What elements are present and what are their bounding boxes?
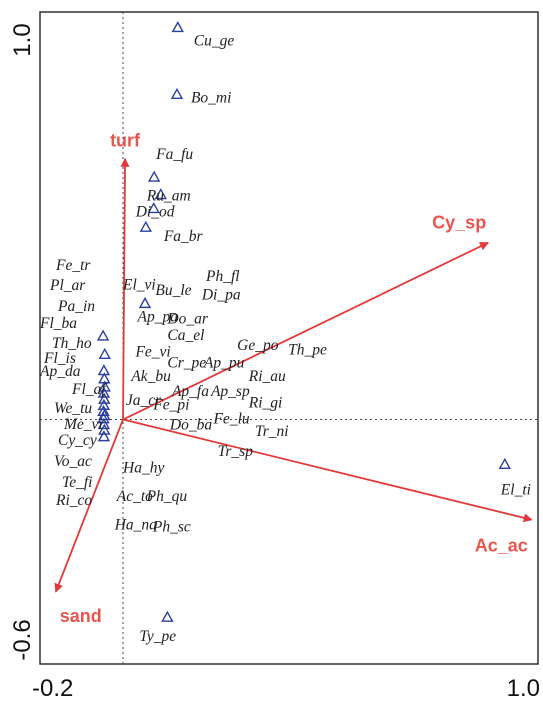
vector-label-sand: sand <box>60 606 102 626</box>
species-label-ap-da: Ap_da <box>39 363 81 380</box>
species-label-do-ar: Do_ar <box>166 311 208 328</box>
species-marker-th-ho <box>97 386 111 398</box>
species-marker-cu-ge <box>171 21 184 33</box>
species-marker-fl-ba <box>96 329 110 341</box>
species-marker-pa-in <box>98 392 111 404</box>
species-label-ph-qu: Ph_qu <box>146 488 188 505</box>
species-label-bu-le: Bu_le <box>155 282 191 299</box>
species-marker-di-od <box>147 201 160 214</box>
species-marker-ty-pe <box>161 610 174 622</box>
species-label-ha-na: Ha_na <box>114 517 157 534</box>
species-label-we-tu: We_tu <box>54 400 92 417</box>
species-marker-te-fi <box>97 430 111 442</box>
species-label-fa-fu: Fa_fu <box>155 146 193 163</box>
species-label-th-ho: Th_ho <box>52 335 92 352</box>
species-label-vo-ac: Vo_ac <box>54 453 92 470</box>
species-marker-me-vi <box>97 412 110 424</box>
vector-label-turf: turf <box>110 131 141 151</box>
species-label-cy-cy: Cy_cy <box>58 432 97 449</box>
species-label-ap-fa: Ap_fa <box>171 383 209 400</box>
species-marker-fe-tr <box>97 404 110 417</box>
species-label-tr-sp: Tr_sp <box>218 443 254 460</box>
species-marker-fa-fu <box>147 170 161 182</box>
species-label-ri-au: Ri_au <box>248 368 286 385</box>
y-tick-min: -0.6 <box>9 619 36 660</box>
vector-label-ac-ac: Ac_ac <box>475 536 528 556</box>
vector-cy-sp <box>122 241 490 421</box>
vector-turf <box>120 157 130 420</box>
species-label-fl-af: Fl_af <box>71 381 108 398</box>
species-points <box>96 21 511 622</box>
species-marker-ri-co <box>98 408 111 421</box>
species-marker-ap-da <box>98 347 111 359</box>
species-label-ap-pu: Ap_pu <box>203 355 245 372</box>
species-label-ri-co: Ri_co <box>55 492 92 509</box>
species-label-fl-ba: Fl_ba <box>39 315 77 332</box>
species-label-fe-pi: Fe_pi <box>152 396 189 413</box>
y-tick-max: 1.0 <box>9 23 36 56</box>
species-marker-bo-mi <box>170 87 184 100</box>
species-label-do-ba: Do_ba <box>169 417 212 434</box>
species-label-el-vi: El_vi <box>122 276 156 293</box>
species-label-bo-mi: Bo_mi <box>191 89 231 106</box>
species-label-fl-is: Fl_is <box>43 350 76 367</box>
species-label-ru-am: Ru_am <box>146 188 191 205</box>
species-marker-ru-am <box>154 188 167 200</box>
species-label-di-pa: Di_pa <box>201 286 241 303</box>
vector-label-cy-sp: Cy_sp <box>432 213 486 233</box>
species-label-ap-sp: Ap_sp <box>210 383 250 400</box>
species-label-ac-to: Ac_to <box>116 488 153 505</box>
species-label-ca-el: Ca_el <box>167 327 204 344</box>
species-label-fa-br: Fa_br <box>163 228 204 245</box>
species-label-me-vi: Me_vi <box>63 416 103 433</box>
species-label-fe-tr: Fe_tr <box>55 257 91 274</box>
x-tick-max: 1.0 <box>507 675 540 702</box>
species-label-pa-in: Pa_in <box>57 298 95 315</box>
species-label-ph-sc: Ph_sc <box>152 519 191 536</box>
species-marker-cy-cy <box>97 417 111 430</box>
species-label-ty-pe: Ty_pe <box>139 628 176 645</box>
plot-frame <box>39 11 539 665</box>
species-marker-el-vi <box>138 296 152 309</box>
species-label-pl-ar: Pl_ar <box>49 277 86 294</box>
species-label-ge-po: Ge_po <box>237 337 279 354</box>
x-tick-min: -0.2 <box>32 675 73 702</box>
species-marker-vo-ac <box>98 423 111 435</box>
species-label-te-fi: Te_fi <box>62 474 92 491</box>
species-label-di-od: Di_od <box>135 203 175 220</box>
species-label-ap-pa: Ap_pa <box>137 309 179 326</box>
species-marker-pl-ar <box>97 398 111 410</box>
species-label-fe-vi: Fe_vi <box>134 343 170 360</box>
species-label-ha-hy: Ha_hy <box>122 459 164 476</box>
species-label-ph-fl: Ph_fl <box>205 268 240 285</box>
species-label-cu-ge: Cu_ge <box>194 32 235 49</box>
vector-ac-ac <box>122 418 533 523</box>
species-marker-fa-br <box>139 220 153 232</box>
species-marker-el-ti <box>498 457 511 470</box>
species-label-fe-lu: Fe_lu <box>212 411 249 428</box>
species-label-el-ti: El_ti <box>500 481 531 498</box>
species-label-tr-ni: Tr_ni <box>255 423 289 440</box>
vector-sand <box>54 419 124 593</box>
species-label-cr-pe: Cr_pe <box>167 355 206 372</box>
species-label-th-pe: Th_pe <box>288 341 327 358</box>
species-label-ak-bu: Ak_bu <box>130 368 171 385</box>
species-label-ja-cr: Ja_cr <box>126 392 162 409</box>
species-label-ri-gi: Ri_gi <box>248 394 283 411</box>
